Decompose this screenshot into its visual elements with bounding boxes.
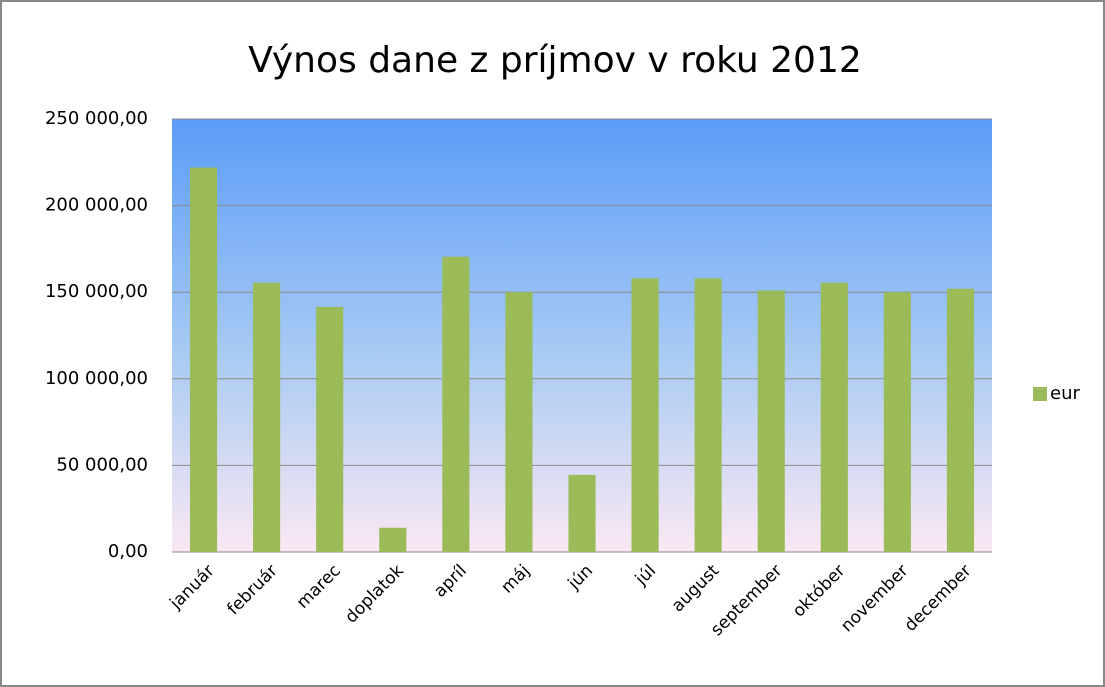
bar: [694, 278, 722, 552]
y-tick-label: 150 000,00: [45, 281, 148, 302]
bar: [568, 474, 596, 552]
y-tick-label: 0,00: [108, 541, 148, 562]
bar: [883, 292, 911, 552]
bar: [505, 292, 533, 552]
y-tick-label: 250 000,00: [45, 108, 148, 129]
y-tick-label: 50 000,00: [56, 454, 148, 475]
bar: [757, 290, 785, 552]
bar: [442, 256, 470, 552]
y-tick-label: 200 000,00: [45, 195, 148, 216]
bar: [631, 278, 659, 552]
bar: [253, 282, 281, 552]
chart-title: Výnos dane z príjmov v roku 2012: [248, 40, 862, 81]
bar: [379, 527, 407, 552]
y-tick-label: 100 000,00: [45, 368, 148, 389]
bar: [946, 288, 975, 552]
bar: [189, 167, 218, 552]
bar: [316, 306, 344, 552]
legend-swatch: [1033, 387, 1047, 401]
legend-label: eur: [1050, 383, 1080, 404]
bar: [820, 282, 848, 552]
